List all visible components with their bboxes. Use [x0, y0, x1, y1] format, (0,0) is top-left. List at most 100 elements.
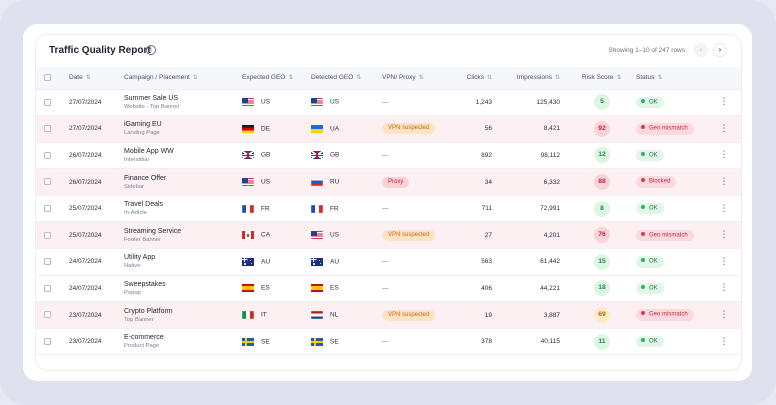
next-page-button[interactable]: ›: [713, 43, 727, 57]
sort-icon[interactable]: ⇅: [288, 74, 294, 82]
sort-icon[interactable]: ⇅: [418, 74, 424, 82]
vpn-proxy-cell: —: [372, 328, 441, 355]
row-more-icon[interactable]: ⋮: [719, 310, 729, 321]
row-more-icon[interactable]: ⋮: [719, 283, 729, 294]
table-row[interactable]: 25/07/2024 Travel Deals In-Article FR FR — 711…: [36, 195, 741, 222]
vpn-none: —: [382, 338, 389, 346]
column-status[interactable]: Status ⇅: [623, 67, 705, 90]
row-checkbox[interactable]: [44, 178, 51, 186]
vpn-proxy-cell: —: [372, 249, 441, 276]
detected-geo-code: US: [330, 231, 340, 239]
campaign-name[interactable]: iGaming EU: [124, 121, 162, 129]
expected-geo-code: ES: [261, 284, 270, 292]
vpn-proxy-cell: —: [372, 142, 441, 169]
campaign-name[interactable]: Travel Deals: [124, 201, 164, 209]
column-campaign[interactable]: Campaign / Placement ⇅: [113, 67, 234, 90]
row-checkbox[interactable]: [44, 151, 51, 159]
campaign-cell: E-commerce Product Page: [113, 328, 234, 355]
detected-geo-cell: US: [303, 89, 372, 116]
flag-es-icon: [242, 284, 254, 293]
row-more-icon[interactable]: ⋮: [719, 97, 729, 108]
row-checkbox[interactable]: [44, 311, 51, 319]
status-dot-icon: [641, 231, 645, 236]
placement-name: Top Banner: [124, 316, 154, 323]
campaign-name[interactable]: Mobile App WW: [124, 147, 174, 155]
column-impressions[interactable]: Impressions ⇅: [492, 67, 560, 90]
row-checkbox[interactable]: [44, 338, 51, 346]
campaign-name[interactable]: E-commerce: [124, 334, 164, 342]
table-row[interactable]: 23/07/2024 Crypto Platform Top Banner IT NL V…: [36, 301, 741, 329]
column-detected-geo[interactable]: Detected GEO ⇅: [303, 67, 372, 90]
table-row[interactable]: 24/07/2024 Sweepstakes Popup ES ES — 406 44,221…: [36, 275, 741, 302]
risk-score-badge: 88: [594, 174, 610, 191]
sort-icon[interactable]: ⇅: [616, 74, 622, 82]
expected-geo-cell: DE: [234, 116, 303, 143]
table-row[interactable]: 25/07/2024 Streaming Service Footer Banner…: [36, 221, 741, 249]
row-checkbox[interactable]: [44, 125, 51, 133]
row-more-icon[interactable]: ⋮: [719, 150, 729, 161]
traffic-quality-card: Traffic Quality Report i Showing 1–10 of…: [35, 34, 742, 371]
vpn-proxy-cell: VPN suspected: [372, 116, 441, 143]
detected-geo-cell: GB: [303, 142, 372, 169]
campaign-name[interactable]: Summer Sale US: [124, 94, 179, 102]
table-row[interactable]: 26/07/2024 Mobile App WW Interstitial GB GB —…: [36, 142, 741, 169]
risk-score-cell: 8: [560, 195, 623, 222]
column-expected-geo[interactable]: Expected GEO ⇅: [234, 67, 303, 90]
clicks-cell: 19: [484, 311, 492, 319]
row-checkbox[interactable]: [44, 231, 51, 239]
clicks-cell: 892: [481, 151, 492, 159]
row-more-icon[interactable]: ⋮: [719, 177, 729, 188]
placement-name: Landing Page: [124, 130, 160, 137]
table-row[interactable]: 23/07/2024 E-commerce Product Page SE SE — 378…: [36, 328, 741, 355]
previous-page-button[interactable]: ‹: [694, 43, 708, 57]
campaign-name[interactable]: Finance Offer: [124, 174, 167, 182]
placement-name: Website - Top Banner: [124, 103, 180, 110]
row-checkbox[interactable]: [44, 98, 51, 106]
date-cell: 26/07/2024: [69, 178, 102, 186]
table-row[interactable]: 27/07/2024 iGaming EU Landing Page DE UA VPN …: [36, 115, 741, 143]
table-row[interactable]: 27/07/2024 Summer Sale US Website - Top Ba…: [36, 89, 741, 116]
status-label: Geo mismatch: [649, 125, 688, 132]
date-cell: 27/07/2024: [69, 125, 102, 133]
risk-score-cell: 76: [560, 222, 623, 249]
campaign-name[interactable]: Utility App: [124, 254, 156, 262]
sort-icon[interactable]: ⇅: [85, 74, 91, 82]
select-all-checkbox[interactable]: [44, 74, 51, 82]
row-more-icon[interactable]: ⋮: [719, 256, 729, 267]
expected-geo-cell: AU: [234, 249, 303, 276]
table-row[interactable]: 24/07/2024 Utility App Native AU AU — 563 61,44…: [36, 249, 741, 276]
info-icon[interactable]: i: [146, 45, 156, 55]
expected-geo-cell: SE: [234, 328, 303, 355]
vpn-proxy-cell: Proxy: [372, 169, 441, 196]
risk-score-cell: 69: [560, 302, 623, 329]
sort-icon[interactable]: ⇅: [657, 74, 663, 82]
flag-us-icon: [242, 98, 254, 107]
row-checkbox[interactable]: [44, 258, 51, 266]
risk-score-cell: 11: [560, 328, 623, 355]
sort-icon[interactable]: ⇅: [486, 74, 492, 82]
table-row[interactable]: 26/07/2024 Finance Offer Sidebar US RU Proxy 3…: [36, 168, 741, 196]
row-more-icon[interactable]: ⋮: [719, 230, 729, 241]
expected-geo-cell: IT: [234, 302, 303, 329]
row-more-icon[interactable]: ⋮: [719, 336, 729, 347]
flag-ua-icon: [311, 124, 323, 133]
campaign-name[interactable]: Sweepstakes: [124, 280, 166, 288]
row-more-icon[interactable]: ⋮: [719, 203, 729, 214]
status-label: OK: [649, 152, 658, 159]
status-cell: Geo mismatch: [623, 302, 705, 329]
column-vpn-proxy[interactable]: VPN/ Proxy ⇅: [372, 67, 441, 90]
flag-gb-icon: [242, 151, 254, 160]
row-more-icon[interactable]: ⋮: [719, 123, 729, 134]
flag-it-icon: [242, 311, 254, 320]
campaign-name[interactable]: Streaming Service: [124, 227, 182, 235]
row-checkbox[interactable]: [44, 284, 51, 292]
sort-icon[interactable]: ⇅: [554, 74, 560, 82]
campaign-name[interactable]: Crypto Platform: [124, 307, 173, 315]
column-risk-score[interactable]: Risk Score ⇅: [560, 67, 623, 90]
sort-icon[interactable]: ⇅: [192, 74, 198, 82]
column-date[interactable]: Date ⇅: [58, 67, 113, 90]
sort-icon[interactable]: ⇅: [356, 74, 362, 82]
status-badge: OK: [636, 335, 664, 348]
row-checkbox[interactable]: [44, 205, 51, 213]
column-clicks[interactable]: Clicks ⇅: [441, 67, 492, 90]
